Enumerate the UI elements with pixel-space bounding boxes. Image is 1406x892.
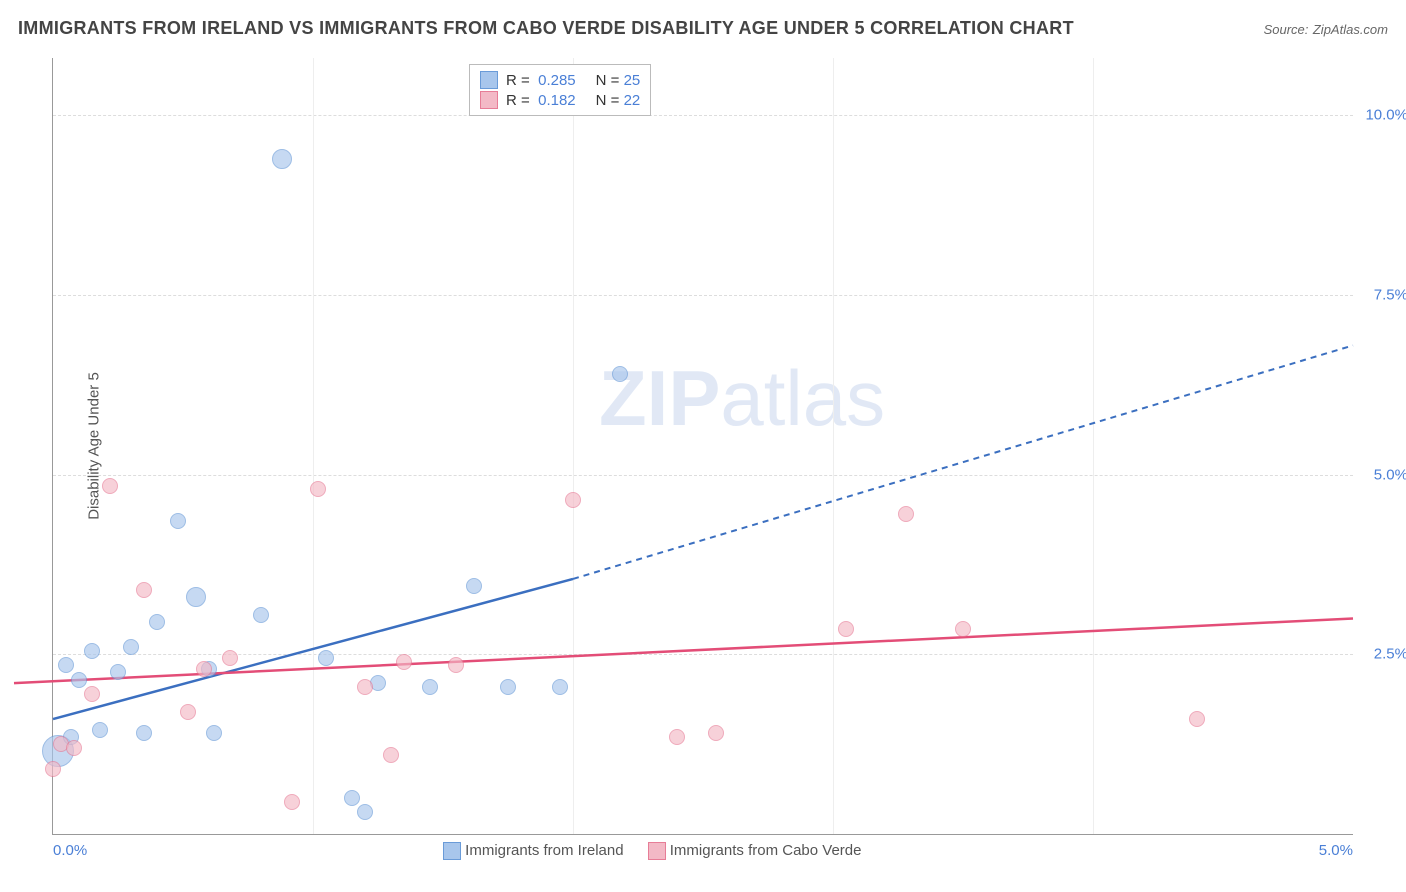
data-point-cabo [898,506,914,522]
data-point-cabo [383,747,399,763]
stats-row-cabo: R = 0.182 N = 22 [480,91,640,109]
data-point-ireland [344,790,360,806]
gridline-horizontal [53,654,1353,655]
data-point-cabo [136,582,152,598]
gridline-vertical [313,58,314,834]
data-point-ireland [170,513,186,529]
n-value-ireland: 25 [624,72,641,89]
stats-row-ireland: R = 0.285 N = 25 [480,71,640,89]
y-tick-label: 5.0% [1358,466,1406,483]
watermark-light: atlas [720,354,885,442]
data-point-cabo [310,481,326,497]
data-point-cabo [448,657,464,673]
data-point-ireland [92,722,108,738]
data-point-cabo [102,478,118,494]
gridline-vertical [1093,58,1094,834]
data-point-ireland [357,804,373,820]
gridline-horizontal [53,115,1353,116]
y-tick-label: 7.5% [1358,287,1406,304]
chart-title: IMMIGRANTS FROM IRELAND VS IMMIGRANTS FR… [18,18,1074,39]
data-point-ireland [422,679,438,695]
data-point-cabo [955,621,971,637]
series-legend: Immigrants from Ireland Immigrants from … [443,842,861,860]
data-point-ireland [110,664,126,680]
data-point-ireland [84,643,100,659]
source-attribution: Source: ZipAtlas.com [1264,21,1388,39]
data-point-ireland [206,725,222,741]
gridline-horizontal [53,475,1353,476]
r-label: R = 0.285 [506,72,576,89]
data-point-cabo [222,650,238,666]
trend-lines-layer [53,58,1353,834]
legend-swatch-ireland [443,842,461,860]
data-point-ireland [71,672,87,688]
n-value-cabo: 22 [624,92,641,109]
data-point-cabo [284,794,300,810]
data-point-ireland [253,607,269,623]
data-point-cabo [838,621,854,637]
data-point-cabo [669,729,685,745]
data-point-ireland [123,639,139,655]
data-point-cabo [45,761,61,777]
data-point-cabo [565,492,581,508]
stats-legend: R = 0.285 N = 25 R = 0.182 N = 22 [469,64,651,116]
legend-item-cabo: Immigrants from Cabo Verde [648,842,862,860]
data-point-cabo [357,679,373,695]
data-point-ireland [318,650,334,666]
swatch-cabo [480,91,498,109]
data-point-cabo [1189,711,1205,727]
source-prefix: Source: [1264,22,1309,37]
data-point-cabo [180,704,196,720]
data-point-ireland [272,149,292,169]
legend-swatch-cabo [648,842,666,860]
plot-area: ZIPatlas 2.5%5.0%7.5%10.0%0.0%5.0%R = 0.… [52,58,1353,835]
n-label: N = 25 [596,72,641,89]
y-tick-label: 2.5% [1358,646,1406,663]
gridline-vertical [833,58,834,834]
n-label: N = 22 [596,92,641,109]
gridline-horizontal [53,295,1353,296]
data-point-ireland [58,657,74,673]
data-point-ireland [186,587,206,607]
source-name: ZipAtlas.com [1313,22,1388,37]
legend-label-ireland: Immigrants from Ireland [465,842,623,859]
x-tick-label: 5.0% [1319,842,1353,859]
swatch-ireland [480,71,498,89]
data-point-ireland [552,679,568,695]
x-tick-label: 0.0% [53,842,87,859]
legend-label-cabo: Immigrants from Cabo Verde [670,842,862,859]
data-point-ireland [466,578,482,594]
legend-item-ireland: Immigrants from Ireland [443,842,624,860]
gridline-vertical [573,58,574,834]
data-point-cabo [708,725,724,741]
trendline-ireland-dashed [573,345,1353,579]
data-point-cabo [84,686,100,702]
data-point-ireland [612,366,628,382]
r-value-ireland: 0.285 [538,72,576,89]
data-point-cabo [396,654,412,670]
data-point-cabo [66,740,82,756]
r-value-cabo: 0.182 [538,92,576,109]
data-point-ireland [500,679,516,695]
data-point-cabo [196,661,212,677]
data-point-ireland [136,725,152,741]
y-tick-label: 10.0% [1358,107,1406,124]
watermark: ZIPatlas [599,353,885,444]
r-label: R = 0.182 [506,92,576,109]
data-point-ireland [149,614,165,630]
